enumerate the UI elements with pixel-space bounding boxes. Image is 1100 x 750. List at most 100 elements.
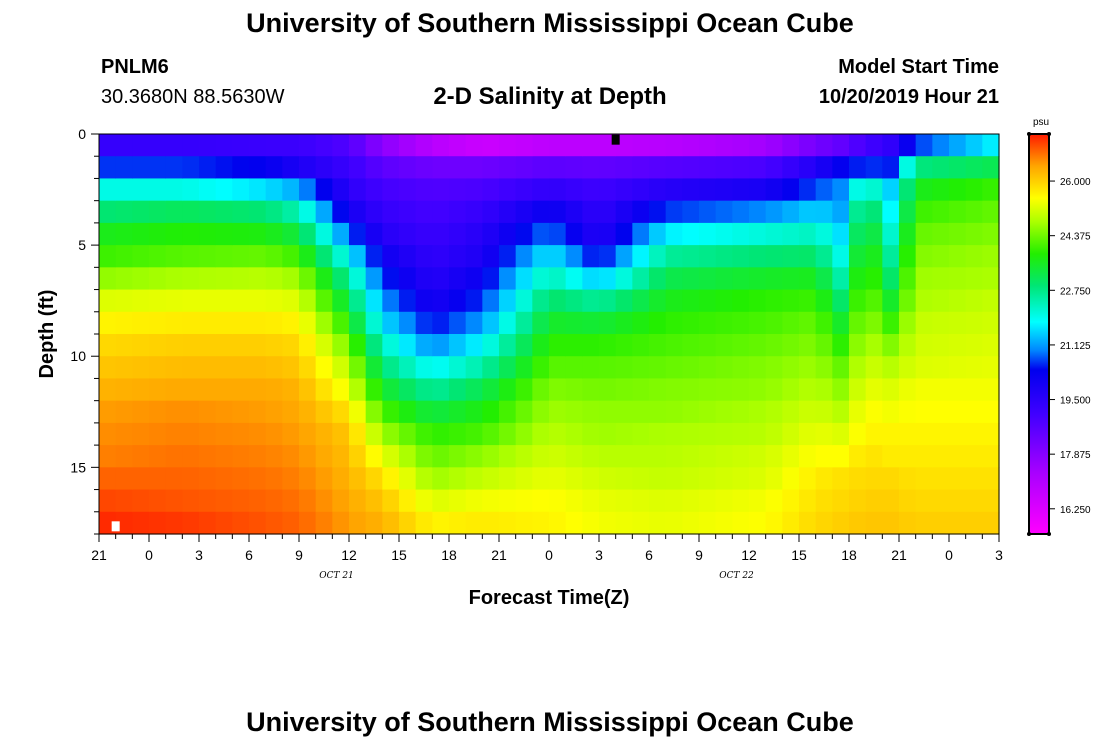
- heatmap-cell: [149, 378, 167, 402]
- heatmap-cell: [265, 311, 283, 335]
- heatmap-cell: [782, 245, 800, 268]
- heatmap-cell: [732, 422, 750, 446]
- heatmap-cell: [765, 400, 783, 424]
- heatmap-cell: [382, 267, 400, 291]
- heatmap-cell: [849, 178, 867, 202]
- heatmap-cell: [549, 445, 567, 468]
- heatmap-cell: [99, 489, 117, 513]
- heatmap-cell: [399, 311, 417, 335]
- heatmap-cell: [532, 467, 550, 491]
- heatmap-cell: [99, 400, 117, 424]
- heatmap-cell: [515, 467, 533, 491]
- heatmap-cell: [365, 311, 383, 335]
- heatmap-cell: [249, 222, 267, 246]
- heatmap-cell: [832, 422, 850, 446]
- heatmap-cell: [232, 245, 250, 268]
- x-tick-label: 9: [295, 547, 303, 563]
- heatmap-cell: [932, 467, 950, 491]
- heatmap-cell: [282, 134, 300, 157]
- heatmap-cell: [482, 200, 500, 224]
- heatmap-cell: [132, 267, 150, 291]
- heatmap-cell: [515, 178, 533, 202]
- heatmap-cell: [749, 356, 767, 380]
- heatmap-cell: [682, 289, 700, 313]
- heatmap-cell: [965, 378, 983, 402]
- heatmap-cell: [482, 134, 500, 157]
- heatmap-cell: [949, 200, 967, 224]
- x-axis-label: Forecast Time(Z): [469, 587, 630, 609]
- heatmap-cell: [815, 467, 833, 491]
- heatmap-cell: [299, 245, 317, 268]
- heatmap-cell: [832, 267, 850, 291]
- heatmap-cell: [765, 489, 783, 513]
- heatmap-cell: [482, 334, 500, 357]
- heatmap-cell: [982, 222, 1000, 246]
- heatmap-cell: [199, 422, 217, 446]
- heatmap-cell: [699, 334, 717, 357]
- heatmap-cell: [949, 511, 967, 535]
- heatmap-cell: [982, 178, 1000, 202]
- heatmap-cell: [132, 378, 150, 402]
- heatmap-cell: [865, 467, 883, 491]
- heatmap-cell: [849, 445, 867, 468]
- heatmap-cell: [899, 422, 917, 446]
- heatmap-cell: [965, 311, 983, 335]
- heatmap-cell: [382, 134, 400, 157]
- colorbar-label: 21.125: [1060, 341, 1091, 352]
- heatmap-cell: [499, 134, 517, 157]
- heatmap-cell: [765, 334, 783, 357]
- heatmap-cell: [215, 378, 233, 402]
- heatmap-cell: [215, 334, 233, 357]
- heatmap-cell: [665, 467, 683, 491]
- heatmap-cell: [315, 311, 333, 335]
- x-tick-label: 0: [545, 547, 553, 563]
- heatmap-cell: [332, 222, 350, 246]
- heatmap-cell: [615, 467, 633, 491]
- heatmap-cell: [182, 489, 200, 513]
- heatmap-cell: [299, 400, 317, 424]
- heatmap-cell: [732, 489, 750, 513]
- heatmap-cell: [965, 222, 983, 246]
- heatmap-cell: [565, 289, 583, 313]
- heatmap-cell: [199, 511, 217, 535]
- heatmap-cell: [482, 178, 500, 202]
- heatmap-cell: [615, 289, 633, 313]
- heatmap-cell: [832, 178, 850, 202]
- heatmap-cell: [749, 445, 767, 468]
- heatmap-cell: [365, 467, 383, 491]
- heatmap-cell: [632, 178, 650, 202]
- heatmap-cell: [532, 245, 550, 268]
- heatmap-cell: [965, 400, 983, 424]
- heatmap-cell: [582, 467, 600, 491]
- heatmap-cell: [699, 445, 717, 468]
- heatmap-cell: [615, 134, 633, 157]
- heatmap-cell: [99, 178, 117, 202]
- heatmap-cell: [765, 134, 783, 157]
- heatmap-cell: [565, 445, 583, 468]
- heatmap-cell: [715, 445, 733, 468]
- heatmap-cell: [682, 400, 700, 424]
- heatmap-cell: [165, 356, 183, 380]
- heatmap-cell: [482, 245, 500, 268]
- heatmap-cell: [632, 289, 650, 313]
- heatmap-cell: [549, 378, 567, 402]
- heatmap-cell: [315, 356, 333, 380]
- heatmap-cell: [599, 467, 617, 491]
- heatmap-cell: [182, 200, 200, 224]
- heatmap-cell: [232, 511, 250, 535]
- heatmap-cell: [315, 222, 333, 246]
- heatmap-cell: [615, 222, 633, 246]
- heatmap-cell: [165, 245, 183, 268]
- heatmap-cell: [599, 422, 617, 446]
- heatmap-cell: [615, 334, 633, 357]
- heatmap-cell: [215, 467, 233, 491]
- heatmap-cell: [349, 289, 367, 313]
- heatmap-cell: [582, 378, 600, 402]
- heatmap-cell: [332, 400, 350, 424]
- heatmap-cell: [349, 267, 367, 291]
- heatmap-cell: [182, 378, 200, 402]
- heatmap-cell: [165, 222, 183, 246]
- heatmap-cell: [682, 356, 700, 380]
- heatmap-cell: [715, 422, 733, 446]
